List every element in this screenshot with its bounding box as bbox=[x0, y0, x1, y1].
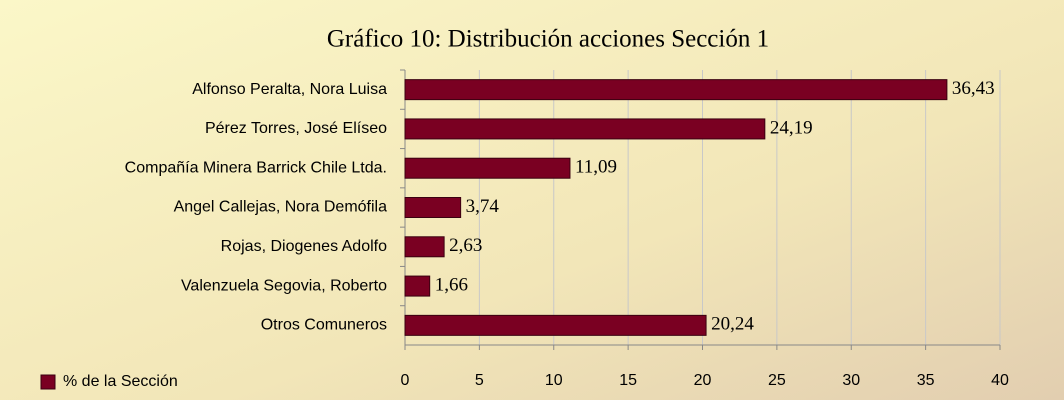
y-tick-label: Rojas, Diogenes Adolfo bbox=[221, 238, 387, 255]
y-tick-label: Valenzuela Segovia, Roberto bbox=[181, 277, 387, 294]
x-tick-label: 15 bbox=[619, 372, 637, 389]
data-label: 11,09 bbox=[575, 157, 617, 178]
x-tick-label: 30 bbox=[842, 372, 860, 389]
data-label: 3,74 bbox=[466, 196, 500, 217]
y-tick-label: Otros Comuneros bbox=[261, 317, 387, 334]
y-tick-label: Angel Callejas, Nora Demófila bbox=[174, 199, 388, 216]
legend-swatch bbox=[40, 374, 56, 390]
y-tick-label: Compañía Minera Barrick Chile Ltda. bbox=[125, 159, 387, 176]
data-label: 24,19 bbox=[770, 117, 813, 138]
x-tick-label: 20 bbox=[694, 372, 712, 389]
data-label: 1,66 bbox=[435, 274, 468, 295]
x-tick-label: 35 bbox=[917, 372, 935, 389]
y-tick-label: Pérez Torres, José Elíseo bbox=[205, 120, 387, 137]
bar bbox=[404, 275, 431, 297]
bar bbox=[404, 157, 571, 179]
bar bbox=[404, 197, 462, 218]
bar bbox=[404, 118, 766, 140]
x-tick-label: 0 bbox=[401, 372, 410, 389]
x-tick-label: 25 bbox=[768, 372, 786, 389]
legend-label: % de la Sección bbox=[63, 373, 178, 390]
bar bbox=[404, 79, 948, 101]
bar bbox=[404, 314, 707, 336]
x-tick-label: 40 bbox=[991, 372, 1009, 389]
data-label: 36,43 bbox=[952, 78, 995, 99]
y-tick-label: Alfonso Peralta, Nora Luisa bbox=[192, 81, 387, 98]
data-label: 20,24 bbox=[711, 314, 754, 335]
bar bbox=[404, 236, 445, 258]
data-label: 2,63 bbox=[449, 235, 482, 256]
x-tick-label: 5 bbox=[475, 372, 484, 389]
x-tick-label: 10 bbox=[545, 372, 563, 389]
chart-title: Gráfico 10: Distribución acciones Secció… bbox=[327, 26, 769, 53]
